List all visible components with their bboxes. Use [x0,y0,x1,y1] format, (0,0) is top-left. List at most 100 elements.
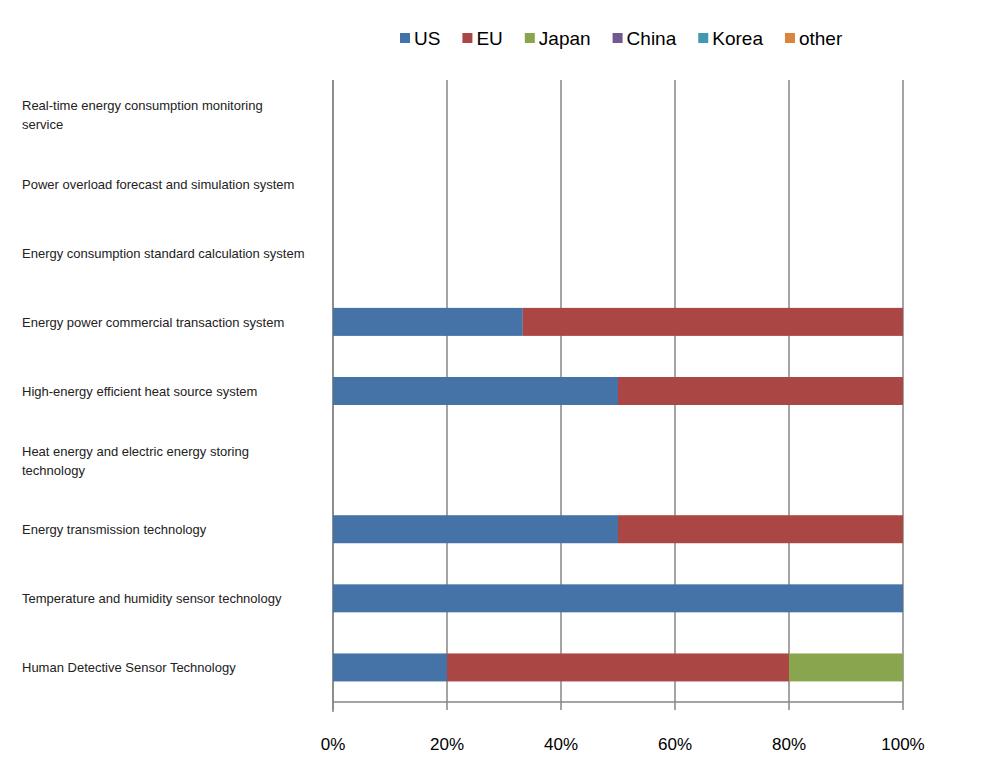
bar-segment [903,377,904,405]
legend-swatch [698,33,708,43]
legend-swatch [785,33,795,43]
legend-label: Korea [712,28,763,49]
bar-segment [333,239,334,267]
bar-segment [903,515,904,543]
bar-segment [903,515,904,543]
bar-segment [333,170,334,198]
bar-segment [523,308,903,336]
legend-label: Japan [539,28,591,49]
bar-segment [333,170,334,198]
bar-segment [333,239,334,267]
category-label: Heat energy and electric energy storing t… [22,444,249,478]
bar-segment [333,377,618,405]
bar-segment [333,101,334,129]
legend-label: China [627,28,677,49]
bar-segment [903,584,904,612]
bar-segment [903,308,904,336]
bar-segment [903,653,904,681]
tick-label: 100% [881,735,924,754]
bar-segment [903,584,904,612]
bar-segment [333,446,334,474]
bar-segment [903,584,904,612]
legend: US EU Japan China Korea other [400,28,843,49]
label-line: Temperature and humidity sensor technolo… [22,591,282,606]
tick-mark [560,702,562,710]
category-label: Energy consumption standard calculation … [22,246,305,261]
tick-mark [674,702,676,710]
label-line: Energy power commercial transaction syst… [22,315,284,330]
bar-segment [333,170,334,198]
bar-segment [333,446,334,474]
bar-segment [333,170,334,198]
tick-mark [788,702,790,710]
label-line: service [22,117,63,132]
bar-segment [789,653,903,681]
bars [333,308,903,682]
bar-segment [903,377,904,405]
bar-segment [333,515,618,543]
bar-segment [333,239,334,267]
bar-segment [903,377,904,405]
category-label: Energy transmission technology [22,522,207,537]
chart: 0% 20% 40% 60% 80% 100% Real-time energy consu… [0,0,982,781]
bar-segment [333,584,903,612]
legend-label: US [414,28,440,49]
bar-segment [333,446,334,474]
bar-segment [903,653,904,681]
bar-segment [333,101,334,129]
bar-segment [333,170,334,198]
bar-segment [333,239,334,267]
category-label: Power overload forecast and simulation s… [22,177,294,192]
bar-segment [333,653,447,681]
bar-segment [903,584,904,612]
label-line: Energy consumption standard calculation … [22,246,305,261]
axis-line [333,701,903,703]
bar-segment [903,653,904,681]
bar-segment [333,239,334,267]
label-line: Energy transmission technology [22,522,207,537]
tick-mark [446,702,448,710]
grid [333,80,903,710]
label-line: Heat energy and electric energy storing [22,444,249,459]
tick-label: 20% [430,735,464,754]
bar-segment [903,515,904,543]
legend-swatch [400,33,410,43]
tick-label: 80% [772,735,806,754]
bar-segment [333,239,334,267]
category-label: Human Detective Sensor Technology [22,660,236,675]
bar-segment [903,308,904,336]
bar-segment [333,308,523,336]
tick-label: 0% [321,735,346,754]
legend-label: EU [476,28,502,49]
bar-segment [333,101,334,129]
bar-segment [903,515,904,543]
label-line: High-energy efficient heat source system [22,384,257,399]
bar-segment [333,101,334,129]
legend-swatch [613,33,623,43]
bar-segment [903,308,904,336]
bar-segment [333,446,334,474]
legend-swatch [525,33,535,43]
category-label: Real-time energy consumption monitoring s… [22,98,263,132]
bar-segment [618,515,903,543]
tick-label: 40% [544,735,578,754]
bar-segment [333,170,334,198]
bar-segment [333,101,334,129]
bar-segment [333,446,334,474]
category-label: High-energy efficient heat source system [22,384,257,399]
label-line: Power overload forecast and simulation s… [22,177,294,192]
bar-segment [903,377,904,405]
bar-segment [618,377,903,405]
tick-label: 60% [658,735,692,754]
bar-segment [903,584,904,612]
category-label: Temperature and humidity sensor technolo… [22,591,282,606]
label-line: technology [22,463,85,478]
legend-label: other [799,28,843,49]
legend-swatch [462,33,472,43]
bar-segment [333,101,334,129]
bar-segment [333,446,334,474]
bar-segment [447,653,789,681]
bar-segment [903,308,904,336]
label-line: Real-time energy consumption monitoring [22,98,263,113]
label-line: Human Detective Sensor Technology [22,660,236,675]
